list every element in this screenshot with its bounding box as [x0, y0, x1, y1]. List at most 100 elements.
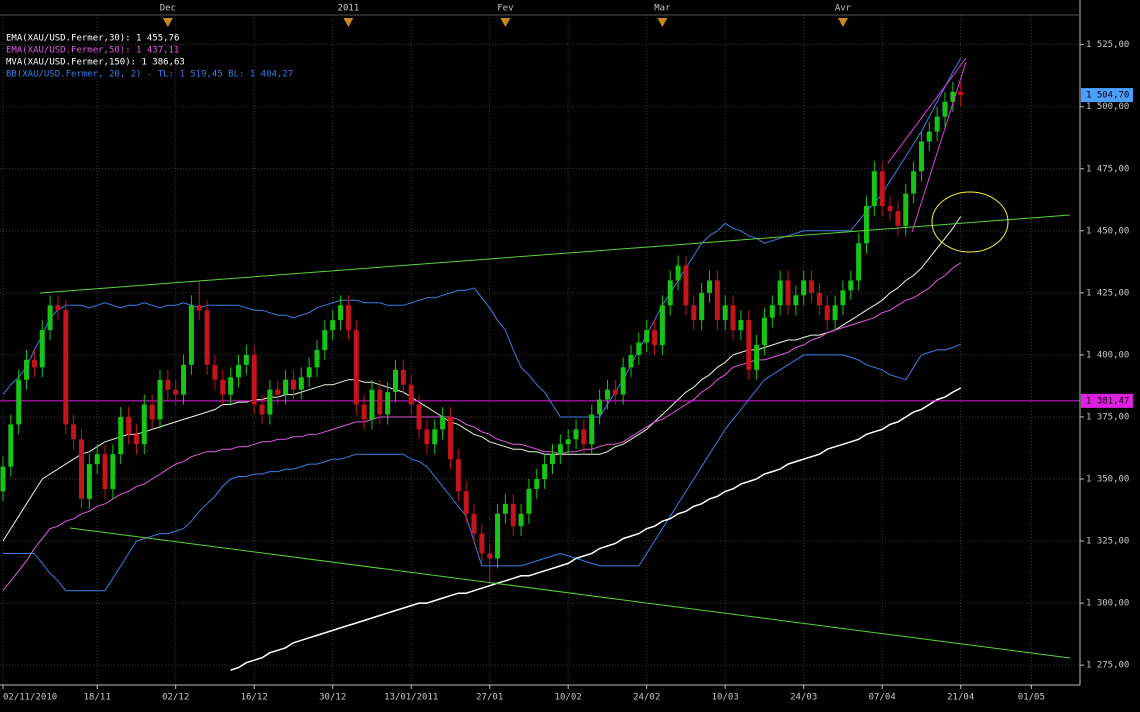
month-marker	[500, 18, 511, 27]
month-label: Mar	[654, 4, 671, 14]
month-label: Dec	[160, 4, 176, 14]
candle-body	[479, 533, 485, 554]
candle-body	[212, 364, 218, 380]
x-tick-label: 13/01/2011	[384, 693, 438, 703]
x-tick-label: 21/04	[947, 693, 974, 703]
candle-body	[958, 91, 964, 96]
candle-body	[39, 330, 45, 368]
candle-body	[86, 464, 92, 499]
candle-body	[330, 320, 336, 331]
candle-body	[188, 305, 194, 365]
candle-body	[934, 116, 940, 132]
candle-body	[864, 205, 869, 244]
candle-body	[659, 305, 665, 345]
candle-body	[251, 354, 257, 405]
candle-body	[63, 310, 69, 425]
month-label: Fev	[497, 4, 513, 14]
candle-body	[102, 454, 108, 489]
candle-body	[79, 439, 84, 499]
candle-body	[361, 404, 367, 420]
candle-body	[879, 171, 885, 206]
legend-entry: MVA(XAU/USD.Fermer,150): 1 386,63	[6, 58, 185, 68]
band-lower	[3, 343, 961, 592]
legend-entry: BB(XAU/USD.Fermer, 20, 2) - TL: 1 519,45…	[6, 70, 293, 80]
candle-body	[926, 131, 932, 142]
indicators	[0, 58, 1080, 671]
candle-body	[275, 389, 281, 395]
candle-body	[652, 330, 658, 345]
candle-body	[173, 389, 179, 395]
x-tick-label: 18/11	[84, 693, 111, 703]
x-tick-label: 24/03	[790, 693, 817, 703]
candle-body	[55, 305, 61, 311]
candle-body	[8, 424, 14, 467]
candle-body	[16, 379, 22, 425]
candle-body	[824, 305, 830, 321]
month-marker	[657, 18, 668, 27]
candle-body	[918, 141, 924, 172]
grid	[0, 15, 1080, 685]
candle-body	[24, 359, 30, 380]
y-tick-label: 1 450,00	[1086, 226, 1129, 236]
candle-body	[0, 466, 6, 492]
candle-body	[440, 416, 446, 430]
legend-entry: EMA(XAU/USD.Fermer,50): 1 437,11	[6, 46, 179, 56]
candle-body	[801, 280, 807, 296]
candle-body	[722, 305, 728, 321]
indicator-line	[230, 387, 962, 671]
candle-body	[542, 464, 548, 480]
candle-body	[871, 171, 877, 206]
candle-body	[353, 330, 359, 405]
candle-body	[604, 389, 610, 400]
candle-body	[769, 305, 775, 318]
month-label: 2011	[338, 4, 360, 14]
y-tick-label: 1 350,00	[1086, 475, 1129, 485]
candle-body	[408, 384, 414, 405]
highlight-ellipse	[931, 191, 1009, 253]
candle-body	[416, 404, 422, 430]
candle-body	[597, 399, 603, 415]
candle-body	[785, 280, 791, 306]
candle-body	[675, 265, 681, 281]
candle-body	[204, 310, 210, 365]
candle-body	[856, 243, 862, 281]
candle-body	[141, 404, 147, 445]
candle-body	[903, 193, 909, 226]
candle-body	[746, 320, 752, 370]
candle-body	[832, 305, 838, 321]
candle-body	[220, 379, 226, 395]
channel-line	[887, 57, 967, 164]
candle-body	[267, 389, 273, 415]
candle-body	[157, 379, 163, 420]
reference-label: 1 381,47	[1086, 396, 1129, 406]
month-marker	[343, 18, 354, 27]
candle-body	[738, 320, 744, 331]
candle-body	[667, 280, 673, 306]
month-label: Avr	[835, 4, 852, 14]
candle-body	[534, 479, 540, 489]
candle-body	[455, 459, 461, 492]
x-tick-label: 27/01	[476, 693, 503, 703]
candle-body	[887, 205, 893, 211]
candle-body	[126, 416, 132, 435]
candle-body	[636, 342, 642, 355]
x-tick-label: 01/05	[1018, 693, 1045, 703]
x-tick-label: 10/02	[555, 693, 582, 703]
candle-body	[393, 369, 398, 393]
candle-body	[463, 491, 469, 514]
candle-body	[581, 429, 587, 445]
candle-body	[432, 429, 438, 445]
candle-body	[400, 369, 406, 385]
candle-body	[471, 513, 477, 534]
candle-body	[942, 101, 948, 117]
candle-body	[447, 416, 453, 460]
candle-body	[283, 379, 289, 395]
candle-body	[565, 439, 571, 445]
x-tick-label: 02/12	[162, 693, 189, 703]
y-tick-label: 1 500,00	[1086, 102, 1129, 112]
candle-body	[110, 454, 116, 489]
candle-body	[322, 330, 328, 350]
candle-body	[518, 513, 524, 527]
candle-body	[793, 295, 799, 306]
y-tick-label: 1 275,00	[1086, 661, 1129, 671]
